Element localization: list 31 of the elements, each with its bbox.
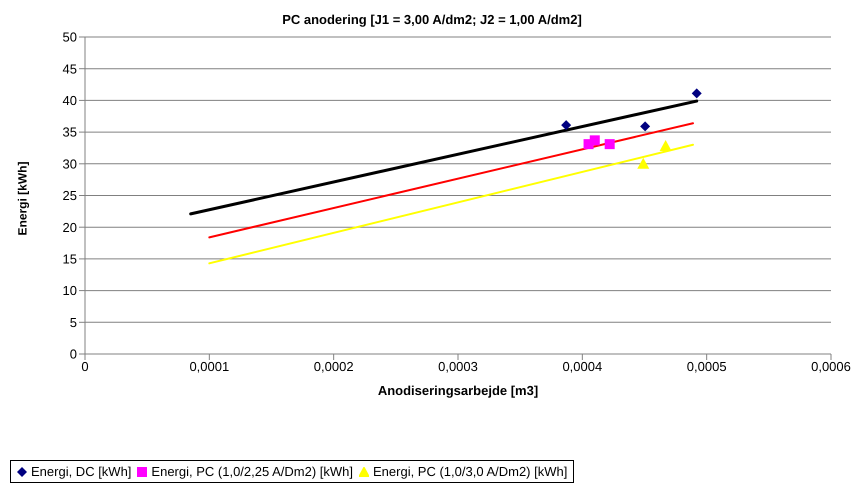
y-axis-title: Energi [kWh] [15, 162, 30, 236]
y-tick-label: 0 [70, 346, 77, 362]
y-tick-label: 25 [62, 188, 77, 204]
x-axis-title: Anodiseringsarbejde [m3] [378, 383, 538, 398]
point [590, 135, 600, 146]
point [640, 121, 650, 132]
y-tick-label: 45 [62, 61, 77, 76]
x-tick-label: 0,0002 [314, 359, 354, 374]
y-tick-label: 5 [70, 314, 77, 330]
y-tick-label: 20 [62, 220, 77, 235]
legend-label: Energi, DC [kWh] [30, 464, 132, 479]
x-tick-label: 0,0005 [686, 359, 727, 374]
point [637, 158, 650, 169]
point [561, 120, 572, 130]
x-tick-label: 0,0004 [562, 359, 602, 374]
y-tick-label: 50 [62, 30, 77, 45]
y-tick-label: 10 [62, 283, 77, 298]
chart-title: PC anodering [J1 = 3,00 A/dm2; J2 = 1,00 A/dm2] [281, 12, 583, 27]
point [604, 139, 615, 150]
point [660, 140, 672, 152]
x-tick-label: 0,0006 [811, 359, 851, 374]
x-tick-label: 0,0003 [438, 359, 478, 374]
legend-label: Energi, PC (1,0/2,25 A/Dm2) [kWh] [150, 464, 353, 479]
legend-label: Energi, PC (1,0/3,0 A/Dm2) [kWh] [372, 464, 568, 479]
x-tick-label: 0,0001 [189, 359, 230, 374]
y-tick-label: 40 [62, 93, 77, 108]
y-tick-label: 30 [62, 156, 77, 172]
point [692, 88, 702, 98]
y-tick-label: 15 [62, 252, 77, 267]
x-tick-label: 0 [81, 359, 89, 374]
y-tick-label: 35 [62, 124, 77, 140]
